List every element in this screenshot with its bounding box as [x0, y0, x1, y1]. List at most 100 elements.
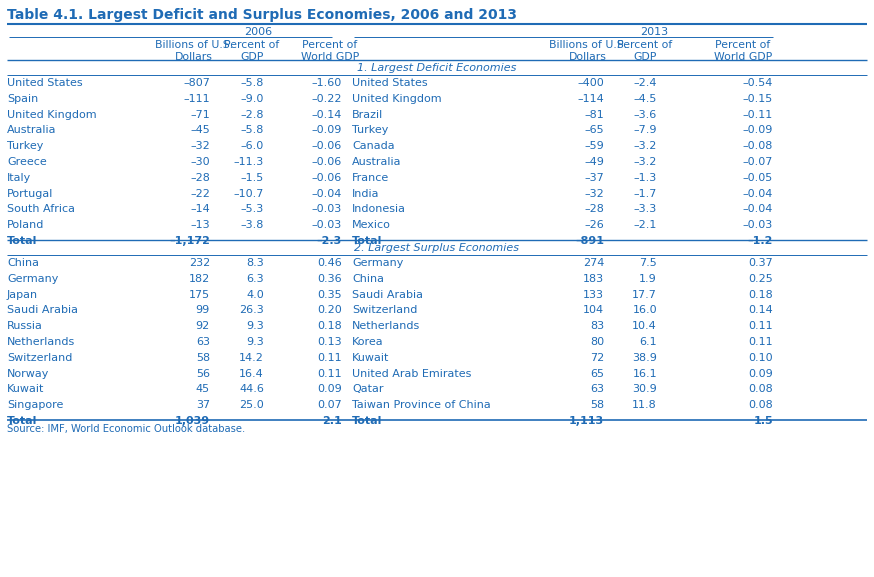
Text: 1,113: 1,113 [569, 416, 604, 426]
Text: –1.2: –1.2 [747, 236, 773, 246]
Text: 9.3: 9.3 [246, 321, 264, 331]
Text: Australia: Australia [352, 157, 401, 167]
Text: 2.1: 2.1 [323, 416, 342, 426]
Text: Percent of
GDP: Percent of GDP [225, 40, 280, 62]
Text: 0.11: 0.11 [317, 353, 342, 363]
Text: 0.11: 0.11 [748, 321, 773, 331]
Text: 0.07: 0.07 [317, 400, 342, 410]
Text: –2.3: –2.3 [316, 236, 342, 246]
Text: –0.08: –0.08 [743, 141, 773, 151]
Text: United States: United States [352, 78, 427, 88]
Text: –45: –45 [191, 125, 210, 136]
Text: 30.9: 30.9 [632, 384, 657, 395]
Text: 58: 58 [196, 353, 210, 363]
Text: –5.8: –5.8 [240, 78, 264, 88]
Text: 0.46: 0.46 [317, 258, 342, 268]
Text: –891: –891 [575, 236, 604, 246]
Text: 0.35: 0.35 [317, 290, 342, 299]
Text: –1.5: –1.5 [240, 173, 264, 183]
Text: –3.2: –3.2 [634, 141, 657, 151]
Text: 0.13: 0.13 [317, 337, 342, 347]
Text: –2.8: –2.8 [240, 110, 264, 119]
Text: 0.08: 0.08 [748, 400, 773, 410]
Text: –7.9: –7.9 [634, 125, 657, 136]
Text: 0.25: 0.25 [748, 274, 773, 284]
Text: Germany: Germany [7, 274, 59, 284]
Text: Turkey: Turkey [7, 141, 44, 151]
Text: 0.37: 0.37 [748, 258, 773, 268]
Text: 9.3: 9.3 [246, 337, 264, 347]
Text: 0.36: 0.36 [317, 274, 342, 284]
Text: 133: 133 [583, 290, 604, 299]
Text: 16.0: 16.0 [633, 305, 657, 316]
Text: –0.04: –0.04 [743, 204, 773, 215]
Text: 0.18: 0.18 [317, 321, 342, 331]
Text: 92: 92 [196, 321, 210, 331]
Text: –2.4: –2.4 [634, 78, 657, 88]
Text: –81: –81 [584, 110, 604, 119]
Text: Percent of
World GDP: Percent of World GDP [714, 40, 772, 62]
Text: 183: 183 [583, 274, 604, 284]
Text: –0.05: –0.05 [743, 173, 773, 183]
Text: –0.04: –0.04 [312, 189, 342, 198]
Text: –0.04: –0.04 [743, 189, 773, 198]
Text: 80: 80 [590, 337, 604, 347]
Text: –32: –32 [191, 141, 210, 151]
Text: –0.09: –0.09 [312, 125, 342, 136]
Text: South Africa: South Africa [7, 204, 75, 215]
Text: 0.09: 0.09 [748, 369, 773, 379]
Text: –14: –14 [191, 204, 210, 215]
Text: Poland: Poland [7, 220, 45, 230]
Text: 0.10: 0.10 [748, 353, 773, 363]
Text: –13: –13 [191, 220, 210, 230]
Text: 1.9: 1.9 [639, 274, 657, 284]
Text: United Arab Emirates: United Arab Emirates [352, 369, 471, 379]
Text: Billions of U.S.
Dollars: Billions of U.S. Dollars [155, 40, 233, 62]
Text: United Kingdom: United Kingdom [7, 110, 97, 119]
Text: Switzerland: Switzerland [352, 305, 418, 316]
Text: United Kingdom: United Kingdom [352, 94, 441, 104]
Text: Portugal: Portugal [7, 189, 53, 198]
Text: Spain: Spain [7, 94, 38, 104]
Text: 16.4: 16.4 [239, 369, 264, 379]
Text: Qatar: Qatar [352, 384, 384, 395]
Text: –28: –28 [191, 173, 210, 183]
Text: 11.8: 11.8 [632, 400, 657, 410]
Text: –28: –28 [584, 204, 604, 215]
Text: 63: 63 [196, 337, 210, 347]
Text: 2006: 2006 [244, 27, 272, 37]
Text: Saudi Arabia: Saudi Arabia [7, 305, 78, 316]
Text: 274: 274 [583, 258, 604, 268]
Text: –0.54: –0.54 [743, 78, 773, 88]
Text: Taiwan Province of China: Taiwan Province of China [352, 400, 490, 410]
Text: Japan: Japan [7, 290, 38, 299]
Text: 38.9: 38.9 [632, 353, 657, 363]
Text: Singapore: Singapore [7, 400, 64, 410]
Text: 65: 65 [590, 369, 604, 379]
Text: 44.6: 44.6 [239, 384, 264, 395]
Text: 63: 63 [590, 384, 604, 395]
Text: –1.7: –1.7 [634, 189, 657, 198]
Text: 7.5: 7.5 [639, 258, 657, 268]
Text: –4.5: –4.5 [634, 94, 657, 104]
Text: Switzerland: Switzerland [7, 353, 73, 363]
Text: –5.3: –5.3 [240, 204, 264, 215]
Text: –2.1: –2.1 [634, 220, 657, 230]
Text: –59: –59 [584, 141, 604, 151]
Text: Percent of
GDP: Percent of GDP [617, 40, 673, 62]
Text: Kuwait: Kuwait [7, 384, 45, 395]
Text: Korea: Korea [352, 337, 384, 347]
Text: 104: 104 [583, 305, 604, 316]
Text: –0.22: –0.22 [311, 94, 342, 104]
Text: –1.60: –1.60 [312, 78, 342, 88]
Text: –1,172: –1,172 [170, 236, 210, 246]
Text: –5.8: –5.8 [240, 125, 264, 136]
Text: 0.18: 0.18 [748, 290, 773, 299]
Text: Greece: Greece [7, 157, 46, 167]
Text: 0.09: 0.09 [317, 384, 342, 395]
Text: –0.06: –0.06 [312, 141, 342, 151]
Text: 2013: 2013 [640, 27, 668, 37]
Text: Mexico: Mexico [352, 220, 391, 230]
Text: 14.2: 14.2 [239, 353, 264, 363]
Text: Total: Total [7, 416, 38, 426]
